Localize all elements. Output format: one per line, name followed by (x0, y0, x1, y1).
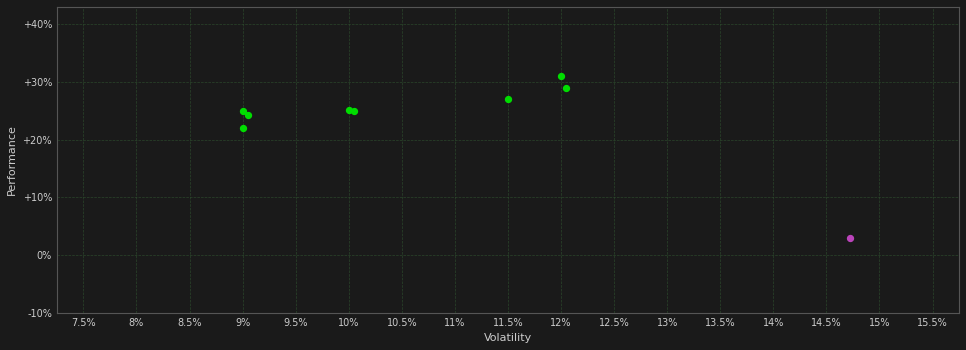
X-axis label: Volatility: Volatility (484, 333, 532, 343)
Point (347, 108, 362, 113)
Point (341, 107, 356, 112)
Point (500, 97, 516, 102)
Y-axis label: Performance: Performance (7, 124, 17, 195)
Point (558, 85, 574, 91)
Point (554, 74, 569, 79)
Point (235, 125, 250, 131)
Point (842, 235, 858, 240)
Point (241, 113, 256, 118)
Point (235, 108, 250, 113)
